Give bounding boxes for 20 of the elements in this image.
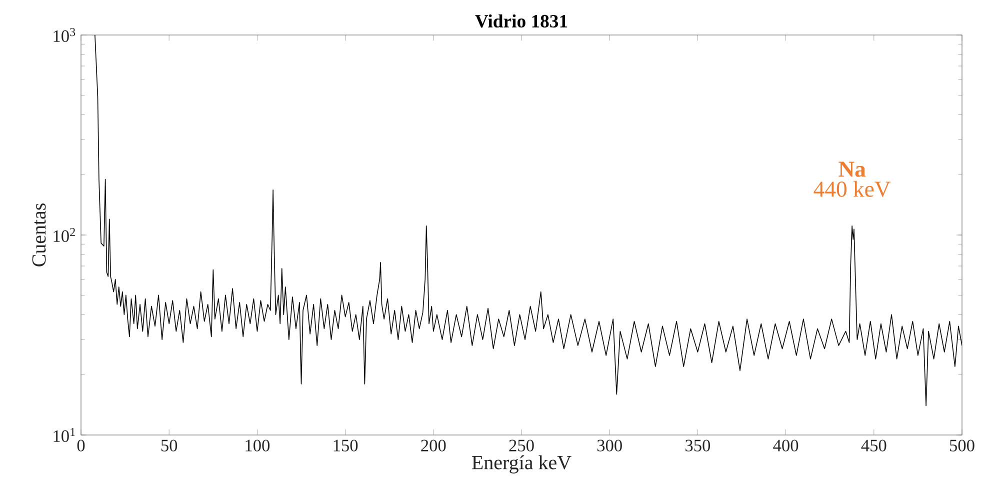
x-tick-label: 150	[334, 440, 358, 452]
x-tick-label: 400	[773, 440, 798, 452]
x-tick-label: 100	[246, 440, 270, 452]
annotation: Na	[838, 162, 866, 177]
x-tick-label: 300	[597, 440, 622, 452]
x-tick-label: 250	[509, 440, 534, 452]
y-tick-label: 10$^{1}$	[54, 428, 75, 442]
line-series	[94, 35, 962, 406]
annotation: 440 keV	[814, 180, 891, 197]
chart-title: Vidrio 1831	[475, 14, 568, 28]
x-tick-label: 450	[861, 440, 886, 452]
x-tick-label: 0	[77, 440, 85, 452]
x-tick-label: 350	[686, 440, 710, 452]
y-tick-label: 10$^{3}$	[54, 28, 76, 42]
x-tick-label: 200	[421, 440, 446, 452]
y-tick-label: 10$^{2}$	[54, 228, 75, 242]
x-axis-title: Energía keV	[472, 455, 572, 474]
y-axis-title: Cuentas	[32, 204, 46, 266]
x-tick-label: 50	[161, 440, 178, 452]
x-tick-label: 500	[950, 440, 974, 452]
